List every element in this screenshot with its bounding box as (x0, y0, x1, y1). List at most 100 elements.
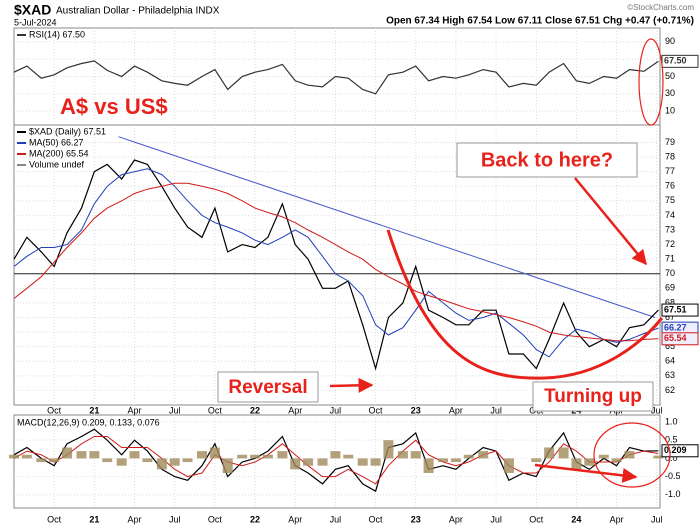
histogram-bar (89, 451, 100, 459)
date: 5-Jul-2024 (14, 17, 57, 27)
histogram-bar (357, 458, 368, 466)
histogram-bar (169, 458, 180, 466)
histogram-bar (102, 458, 113, 463)
x-tick-label: 24 (571, 514, 581, 524)
arrow (329, 377, 374, 393)
y-tick-label: 30 (665, 88, 675, 98)
value-tag: 65.54 (664, 333, 687, 343)
histogram-bar (290, 458, 301, 470)
annotations: A$ vs US$ Back to here? Reversal Turning… (60, 38, 671, 488)
histogram-bar (624, 451, 635, 459)
histogram-bar (317, 458, 328, 466)
x-tick-label: 21 (89, 405, 99, 415)
legend-label: RSI(14) 67.50 (29, 29, 85, 39)
histogram-bar (383, 440, 394, 459)
y-tick-label: 64 (665, 356, 675, 366)
y-tick-label: 50 (665, 71, 675, 81)
value-tag: 67.51 (664, 304, 687, 314)
histogram-bar (182, 458, 193, 463)
arrow (574, 177, 647, 266)
x-tick-label: Oct (369, 405, 384, 415)
legend-label: Volume undef (29, 159, 85, 169)
y-tick-label: 1.0 (665, 416, 678, 426)
x-tick-label: Jul (330, 514, 342, 524)
histogram-bar (397, 451, 408, 459)
x-tick-label: Oct (208, 405, 223, 415)
histogram-bar (423, 458, 434, 473)
x-tick-label: 22 (250, 405, 260, 415)
x-tick-label: Jul (651, 405, 663, 415)
x-tick-label: Apr (128, 405, 142, 415)
histogram-bar (463, 454, 474, 459)
y-tick-label: 10 (665, 106, 675, 116)
histogram-bar (531, 458, 542, 463)
x-tick-label: Apr (288, 514, 302, 524)
arc (386, 229, 664, 380)
histogram-bar (142, 458, 153, 463)
histogram-bar (209, 447, 220, 459)
x-tick-label: Jul (490, 514, 502, 524)
x-tick-label: Oct (47, 514, 62, 524)
x-tick-label: Apr (449, 514, 463, 524)
annotation: A$ vs US$ (60, 94, 168, 119)
y-tick-label: 76 (665, 181, 675, 191)
credit: ©StockCharts.com (627, 3, 694, 12)
symbol: $XAD (14, 2, 51, 18)
histogram-bar (36, 458, 47, 463)
y-tick-label: -1.0 (665, 489, 681, 499)
histogram-bar (9, 454, 19, 459)
histogram-bar (478, 451, 489, 459)
x-tick-label: Apr (128, 514, 142, 524)
x-tick-label: Oct (529, 514, 544, 524)
value-tag-box (661, 303, 699, 317)
x-tick-label: 23 (411, 514, 421, 524)
histogram-bar (250, 454, 261, 459)
x-tick-label: Apr (288, 405, 302, 415)
x-tick-label: 21 (89, 514, 99, 524)
x-tick-label: Jul (169, 514, 181, 524)
histogram-bar (410, 451, 421, 459)
legend-label: MACD(12,26,9) 0.209, 0.133, 0.076 (17, 417, 160, 427)
arrow (534, 463, 638, 483)
x-tick-label: Apr (449, 405, 463, 415)
histogram-bar (571, 458, 582, 470)
value-tag-box (661, 444, 699, 458)
annotation: Back to here? (481, 149, 613, 171)
legend-label: $XAD (Daily) 67.51 (29, 126, 106, 136)
histogram-bar (49, 458, 60, 463)
annotation: Reversal (228, 377, 307, 398)
legend-label: MA(50) 66.27 (29, 137, 84, 147)
annotation-box (217, 371, 319, 403)
y-tick-label: 71 (665, 254, 675, 264)
histogram-bar (76, 451, 87, 459)
x-tick-label: Oct (47, 405, 62, 415)
histogram-bar (450, 458, 461, 463)
x-tick-label: Jul (169, 405, 181, 415)
histogram-bar (197, 451, 208, 459)
y-tick-label: 68 (665, 297, 675, 307)
histogram-bar (503, 458, 514, 473)
y-tick-label: 69 (665, 283, 675, 293)
annotation-box (456, 142, 638, 178)
y-tick-label: 74 (665, 210, 675, 220)
value-tag-box (661, 332, 699, 346)
y-tick-label: 79 (665, 137, 675, 147)
series-line (13, 168, 659, 358)
series-line (13, 60, 659, 95)
x-tick-label: Jul (330, 405, 342, 415)
y-tick-label: 75 (665, 195, 675, 205)
y-tick-label: 0.5 (665, 435, 678, 445)
histogram-bar (611, 458, 622, 463)
y-tick-label: 78 (665, 151, 675, 161)
histogram-bar (558, 447, 569, 459)
histogram-bar (330, 451, 341, 459)
histogram-bar (598, 454, 609, 459)
histogram-bar (156, 458, 167, 470)
y-tick-label: 67 (665, 312, 675, 322)
histogram-bar (370, 458, 381, 466)
highlight (638, 38, 664, 126)
histogram-bar (116, 458, 127, 466)
x-tick-label: 22 (250, 514, 260, 524)
